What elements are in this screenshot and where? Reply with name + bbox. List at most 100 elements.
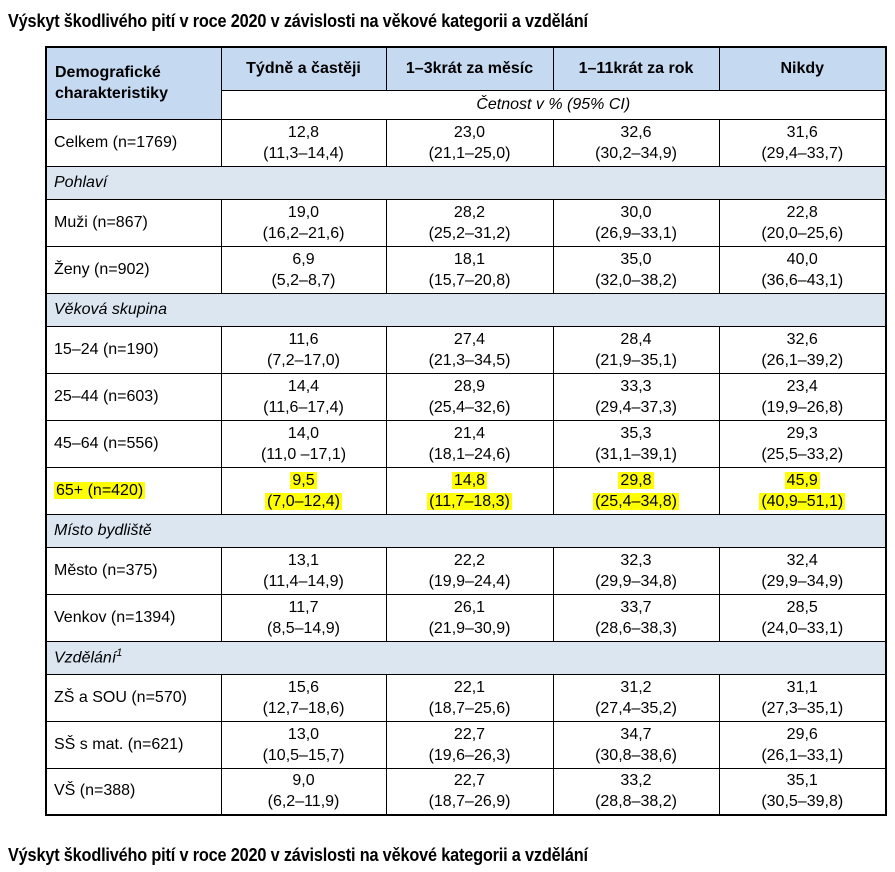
cell-value: 32,6: [786, 330, 818, 348]
cell-value: 28,4: [620, 330, 652, 348]
row-label: 25–44 (n=603): [45, 372, 222, 421]
data-cell: 9,5 (7,0–12,4): [220, 466, 387, 515]
cell-ci: (28,8–38,2): [595, 793, 677, 811]
cell-ci: (11,0 –17,1): [260, 445, 347, 463]
section-label: Věková skupina: [45, 292, 887, 327]
cell-ci: (26,1–39,2): [761, 351, 844, 369]
data-cell: 14,4 (11,6–17,4): [220, 372, 387, 421]
table-row: Město (n=375) 13,1 (11,4–14,9) 22,2 (19,9–24…: [45, 546, 887, 595]
data-cell: 28,4 (21,9–35,1): [552, 325, 720, 374]
data-cell: 45,9 (40,9–51,1): [718, 466, 887, 515]
table-caption: Výskyt škodlivého pití v roce 2020 v záv…: [8, 844, 588, 865]
cell-value: 9,5: [290, 471, 317, 489]
table-row: Venkov (n=1394) 11,7 (8,5–14,9) 26,1 (21,9–3…: [45, 593, 887, 642]
data-cell: 35,1 (30,5–39,8): [718, 767, 887, 816]
cell-ci: (31,1–39,1): [595, 445, 677, 463]
cell-value: 29,8: [618, 471, 654, 489]
data-cell: 31,2 (27,4–35,2): [552, 673, 720, 722]
data-cell: 28,5 (24,0–33,1): [718, 593, 887, 642]
section-row: Věková skupina: [45, 292, 887, 327]
cell-ci: (20,0–25,6): [761, 224, 844, 242]
data-cell: 28,2 (25,2–31,2): [385, 198, 554, 247]
cell-ci: (18,1–24,6): [428, 445, 511, 463]
cell-value: 22,7: [453, 772, 486, 790]
cell-value: 28,9: [453, 377, 486, 395]
cell-ci: (10,5–15,7): [262, 746, 345, 764]
data-cell: 27,4 (21,3–34,5): [385, 325, 554, 374]
cell-ci: (29,4–33,7): [761, 144, 844, 162]
cell-value: 23,4: [786, 377, 818, 395]
data-cell: 22,1 (18,7–25,6): [385, 673, 554, 722]
cell-value: 22,8: [786, 203, 818, 221]
data-cell: 23,0 (21,1–25,0): [385, 118, 554, 167]
cell-ci: (16,2–21,6): [262, 224, 345, 242]
cell-value: 30,0: [620, 203, 652, 221]
cell-value: 32,3: [620, 551, 652, 569]
cell-value: 34,7: [620, 725, 652, 743]
header-never: Nikdy: [718, 46, 887, 91]
data-cell: 40,0 (36,6–43,1): [718, 245, 887, 294]
data-cell: 32,4 (29,9–34,9): [718, 546, 887, 595]
row-label: VŠ (n=388): [45, 767, 222, 816]
cell-value: 18,1: [453, 250, 486, 268]
cell-value: 29,6: [786, 725, 818, 743]
cell-ci: (15,7–20,8): [428, 271, 511, 289]
cell-value: 13,1: [287, 551, 320, 569]
data-cell: 14,0 (11,0 –17,1): [220, 419, 387, 468]
cell-ci: (30,5–39,8): [761, 793, 844, 811]
data-cell: 33,7 (28,6–38,3): [552, 593, 720, 642]
cell-value: 26,1: [453, 598, 486, 616]
cell-ci: (25,4–34,8): [593, 492, 679, 510]
data-cell: 23,4 (19,9–26,8): [718, 372, 887, 421]
cell-ci: (25,5–33,2): [761, 445, 844, 463]
cell-ci: (29,4–37,3): [595, 398, 677, 416]
data-cell: 26,1 (21,9–30,9): [385, 593, 554, 642]
data-cell: 32,3 (29,9–34,8): [552, 546, 720, 595]
cell-value: 29,3: [786, 424, 818, 442]
cell-value: 45,9: [784, 471, 820, 489]
data-table: Demografické charakteristiky Týdně a čas…: [45, 46, 887, 816]
header-1-3-times-per-month: 1–3krát za měsíc: [385, 46, 554, 91]
cell-value: 35,1: [786, 772, 818, 790]
table-row: 15–24 (n=190) 11,6 (7,2–17,0) 27,4 (21,3–34,…: [45, 325, 887, 374]
section-label: Místo bydliště: [45, 513, 887, 548]
cell-value: 40,0: [786, 250, 818, 268]
data-cell: 35,3 (31,1–39,1): [552, 419, 720, 468]
data-cell: 32,6 (26,1–39,2): [718, 325, 887, 374]
cell-ci: (28,6–38,3): [595, 619, 677, 637]
cell-value: 28,2: [453, 203, 486, 221]
table-row: Ženy (n=902) 6,9 (5,2–8,7) 18,1 (15,7–20,8) 3…: [45, 245, 887, 294]
data-cell: 13,0 (10,5–15,7): [220, 720, 387, 769]
data-cell: 33,3 (29,4–37,3): [552, 372, 720, 421]
section-row: Vzdělání1: [45, 640, 887, 675]
section-label: Pohlaví: [45, 165, 887, 200]
data-cell: 6,9 (5,2–8,7): [220, 245, 387, 294]
data-cell: 19,0 (16,2–21,6): [220, 198, 387, 247]
cell-value: 31,6: [786, 123, 818, 141]
section-row: Místo bydliště: [45, 513, 887, 548]
cell-ci: (11,7–18,3): [427, 492, 512, 510]
data-cell: 33,2 (28,8–38,2): [552, 767, 720, 816]
cell-value: 11,6: [288, 330, 319, 348]
table-row: 45–64 (n=556) 14,0 (11,0 –17,1) 21,4 (18,1–2…: [45, 419, 887, 468]
cell-ci: (12,7–18,6): [262, 699, 345, 717]
subheader-row: Četnost v % (95% CI): [46, 89, 887, 120]
data-cell: 13,1 (11,4–14,9): [220, 546, 387, 595]
cell-value: 9,0: [292, 772, 315, 790]
cell-ci: (19,9–26,8): [761, 398, 844, 416]
cell-value: 22,2: [453, 551, 486, 569]
data-cell: 22,7 (18,7–26,9): [385, 767, 554, 816]
cell-ci: (27,3–35,1): [761, 699, 844, 717]
row-label: 45–64 (n=556): [45, 419, 222, 468]
cell-ci: (19,6–26,3): [428, 746, 511, 764]
cell-value: 13,0: [287, 725, 320, 743]
cell-value: 6,9: [292, 250, 315, 268]
row-label: Ženy (n=902): [45, 245, 222, 294]
cell-value: 12,8: [287, 123, 320, 141]
data-cell: 15,6 (12,7–18,6): [220, 673, 387, 722]
cell-value: 23,0: [453, 123, 486, 141]
table-row: 25–44 (n=603) 14,4 (11,6–17,4) 28,9 (25,4–32…: [45, 372, 887, 421]
cell-value: 22,7: [453, 725, 486, 743]
cell-value: 28,5: [786, 598, 818, 616]
data-cell: 30,0 (26,9–33,1): [552, 198, 720, 247]
